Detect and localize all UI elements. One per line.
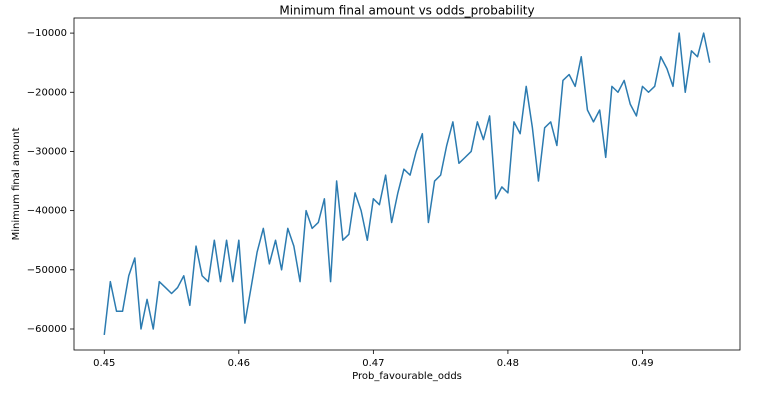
y-tick-label: −60000: [27, 324, 67, 335]
x-tick-label: 0.47: [362, 358, 384, 369]
x-tick-label: 0.48: [497, 358, 519, 369]
line-series: [103, 32, 711, 335]
y-tick-label: −20000: [27, 87, 67, 98]
y-axis-label: Minimum final amount: [11, 128, 22, 241]
y-tick-label: −30000: [27, 146, 67, 157]
chart-title: Minimum final amount vs odds_probability: [279, 4, 534, 18]
x-axis-label: Prob_favourable_odds: [352, 371, 462, 382]
x-tick-label: 0.46: [228, 358, 250, 369]
plot-frame: [73, 17, 741, 351]
x-tick-label: 0.45: [93, 358, 115, 369]
y-tick-label: −40000: [27, 206, 67, 217]
y-tick-label: −10000: [27, 28, 67, 39]
x-tick-label: 0.49: [631, 358, 653, 369]
y-tick-label: −50000: [27, 265, 67, 276]
